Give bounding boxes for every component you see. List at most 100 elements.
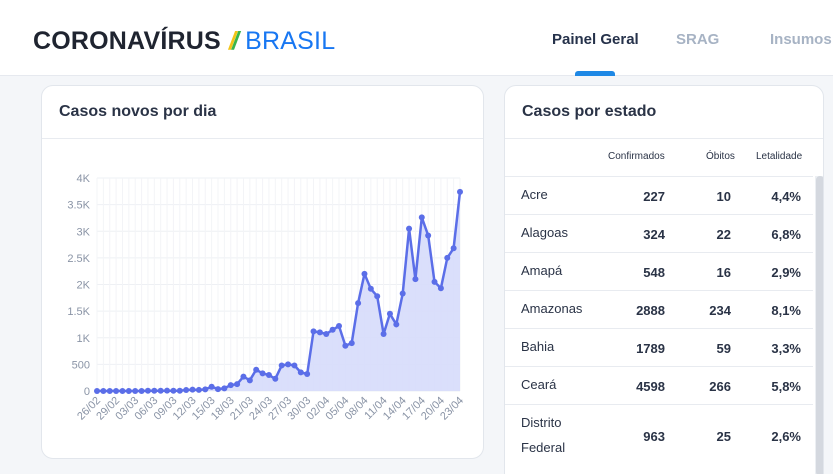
y-tick-label: 2.5K bbox=[67, 253, 90, 265]
series-area bbox=[97, 191, 460, 391]
lethality-value: 6,8% bbox=[771, 227, 801, 242]
data-point bbox=[386, 310, 393, 317]
series-line bbox=[96, 191, 462, 393]
y-tick-label: 3K bbox=[77, 226, 91, 238]
data-point bbox=[240, 373, 247, 380]
data-point bbox=[94, 387, 100, 394]
lethality-value: 4,4% bbox=[771, 189, 801, 204]
data-point bbox=[444, 254, 451, 261]
data-point bbox=[431, 278, 438, 285]
y-tick-label: 4K bbox=[77, 173, 91, 185]
tab-insumos[interactable]: Insumos bbox=[770, 31, 832, 48]
deaths-value: 266 bbox=[709, 379, 731, 394]
data-point bbox=[259, 370, 266, 377]
daily-cases-card: Casos novos por dia 0 500 1K 1.5K 2K 2.5K 3K 3.… bbox=[41, 85, 484, 459]
logo-main-text: CORONAVÍRUS bbox=[33, 27, 221, 55]
data-point bbox=[457, 188, 463, 195]
column-header-deaths[interactable]: Óbitos bbox=[706, 151, 735, 162]
state-name: Amapá bbox=[521, 263, 563, 278]
lethality-value: 2,6% bbox=[771, 429, 801, 444]
data-point bbox=[170, 387, 177, 394]
table-row[interactable]: Alagoas 324 22 6,8% bbox=[505, 214, 813, 252]
data-point bbox=[265, 372, 272, 379]
data-point bbox=[215, 386, 221, 393]
logo-slash-icon: // bbox=[228, 27, 240, 55]
card-divider bbox=[42, 138, 483, 139]
table-row[interactable]: Distrito Federal 963 25 2,6% bbox=[505, 404, 813, 468]
data-point bbox=[310, 328, 317, 335]
y-tick-label: 1K bbox=[77, 333, 91, 345]
table-row[interactable]: Acre 227 10 4,4% bbox=[505, 176, 813, 214]
data-point bbox=[119, 388, 126, 394]
table-row[interactable]: Amapá 548 16 2,9% bbox=[505, 252, 813, 290]
table-scrollbar[interactable] bbox=[815, 176, 823, 474]
data-point bbox=[291, 362, 298, 369]
data-point bbox=[195, 386, 202, 393]
deaths-value: 234 bbox=[709, 303, 731, 318]
data-point bbox=[246, 377, 253, 384]
tab-srag[interactable]: SRAG bbox=[676, 31, 720, 48]
state-name: Alagoas bbox=[521, 225, 568, 240]
data-point bbox=[393, 321, 400, 328]
top-header: CORONAVÍRUS//BRASIL Painel Geral SRAG In… bbox=[0, 0, 833, 76]
app-logo[interactable]: CORONAVÍRUS//BRASIL bbox=[33, 27, 335, 56]
daily-cases-title: Casos novos por dia bbox=[59, 103, 217, 120]
data-point bbox=[272, 375, 279, 382]
data-point bbox=[100, 388, 107, 394]
data-point bbox=[125, 388, 132, 394]
data-point bbox=[323, 331, 330, 338]
data-point bbox=[208, 383, 215, 390]
data-point bbox=[189, 386, 196, 393]
confirmed-value: 4598 bbox=[636, 379, 665, 394]
data-point bbox=[278, 362, 285, 369]
confirmed-value: 963 bbox=[643, 429, 665, 444]
logo-country-text: BRASIL bbox=[245, 27, 336, 55]
data-point bbox=[437, 285, 444, 292]
table-row[interactable]: Bahia 1789 59 3,3% bbox=[505, 328, 813, 366]
tab-painel-geral[interactable]: Painel Geral bbox=[552, 31, 639, 48]
data-point bbox=[361, 270, 368, 277]
data-point bbox=[113, 387, 120, 394]
data-point bbox=[106, 388, 113, 394]
state-name-line2: Federal bbox=[521, 440, 566, 455]
data-point bbox=[336, 323, 342, 330]
state-name: Acre bbox=[521, 187, 548, 202]
state-name: Ceará bbox=[521, 377, 557, 392]
data-point bbox=[164, 387, 171, 394]
deaths-value: 16 bbox=[716, 265, 731, 280]
lethality-value: 8,1% bbox=[771, 303, 801, 318]
column-header-confirmed[interactable]: Confirmados bbox=[608, 151, 665, 162]
data-point bbox=[399, 290, 406, 297]
data-point bbox=[285, 361, 292, 368]
confirmed-value: 548 bbox=[643, 265, 665, 280]
lethality-value: 5,8% bbox=[771, 379, 801, 394]
cases-by-state-card: Casos por estado Confirmados Óbitos Leta… bbox=[504, 85, 824, 474]
data-point bbox=[348, 340, 355, 347]
data-point bbox=[374, 293, 381, 300]
scrollbar-thumb[interactable] bbox=[816, 176, 823, 474]
confirmed-value: 227 bbox=[643, 189, 665, 204]
cases-by-state-title: Casos por estado bbox=[522, 103, 657, 120]
data-point bbox=[221, 385, 228, 392]
table-row[interactable]: Amazonas 2888 234 8,1% bbox=[505, 290, 813, 328]
data-point bbox=[297, 369, 304, 376]
card-divider bbox=[505, 138, 823, 139]
y-tick-label: 500 bbox=[72, 359, 90, 371]
data-point bbox=[151, 387, 158, 394]
state-name-line1: Distrito bbox=[521, 415, 562, 430]
data-point bbox=[412, 276, 419, 283]
data-point bbox=[132, 388, 139, 394]
y-tick-label: 0 bbox=[84, 386, 90, 398]
lethality-value: 3,3% bbox=[771, 341, 801, 356]
y-tick-label: 3.5K bbox=[67, 200, 90, 212]
y-tick-label: 2K bbox=[77, 280, 91, 292]
data-point bbox=[329, 326, 336, 333]
table-row[interactable]: Ceará 4598 266 5,8% bbox=[505, 366, 813, 404]
active-tab-indicator bbox=[575, 71, 615, 76]
daily-cases-chart[interactable]: 05001K1.5K2K2.5K3K3.5K4K26/0229/0203/030… bbox=[42, 139, 484, 459]
lethality-value: 2,9% bbox=[771, 265, 801, 280]
column-header-lethality[interactable]: Letalidade bbox=[756, 151, 803, 162]
data-point bbox=[183, 387, 190, 394]
data-point bbox=[342, 342, 349, 349]
data-point bbox=[450, 245, 457, 252]
